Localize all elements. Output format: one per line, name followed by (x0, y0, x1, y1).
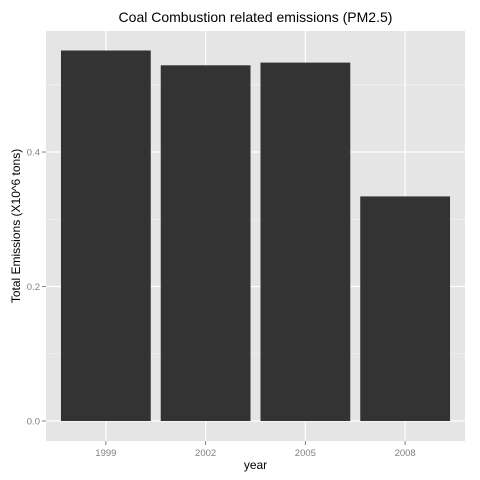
bar-2008 (360, 196, 451, 421)
y-tick-label-1: 0.2 (27, 282, 40, 293)
bar-1999 (60, 50, 151, 421)
y-axis-title: Total Emissions (X10^6 tons) (9, 149, 23, 303)
x-tick-label-2005: 2005 (295, 448, 316, 459)
x-tick-label-2002: 2002 (195, 448, 216, 459)
bars-layer (60, 50, 451, 422)
x-tick-label-2008: 2008 (395, 448, 416, 459)
x-axis-title: year (244, 458, 267, 472)
y-tick-label-0: 0.0 (27, 417, 40, 428)
x-tick-label-1999: 1999 (95, 448, 116, 459)
y-tick-label-2: 0.4 (27, 148, 40, 159)
chart-title: Coal Combustion related emissions (PM2.5… (119, 9, 393, 25)
y-axis-ticks: 0.0 0.2 0.4 (27, 148, 46, 428)
bar-2005 (260, 62, 351, 421)
x-axis-ticks: 1999 2002 2005 2008 (95, 441, 416, 459)
bar-2002 (160, 65, 251, 422)
